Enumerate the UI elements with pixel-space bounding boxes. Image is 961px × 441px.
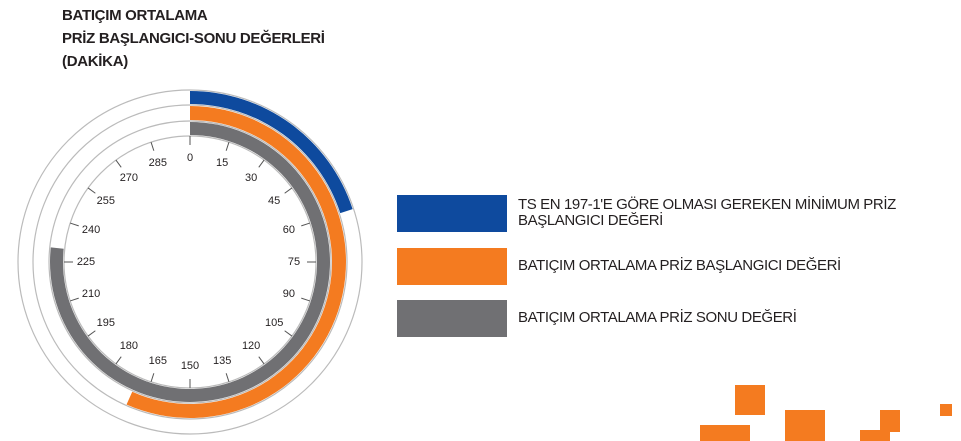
tick-label: 45: [268, 195, 280, 207]
title-line: PRİZ BAŞLANGICI-SONU DEĞERLERİ: [62, 29, 325, 47]
tick-label: 285: [149, 157, 167, 169]
legend-swatch: [397, 195, 507, 232]
tick-mark: [115, 159, 122, 168]
tick-label: 15: [216, 157, 228, 169]
decor: [700, 385, 952, 441]
tick-label: 75: [288, 256, 300, 268]
title-line: BATIÇIM ORTALAMA: [62, 7, 208, 24]
ring-outline: [32, 104, 348, 420]
tick-label: 150: [181, 360, 199, 372]
tick-label: 225: [77, 256, 95, 268]
tick-label: 60: [283, 224, 295, 236]
tick-mark: [87, 330, 96, 337]
ring-outline: [48, 120, 332, 404]
legend-label: BATIÇIM ORTALAMA PRİZ SONU DEĞERİ: [518, 309, 797, 326]
tick-label: 0: [187, 152, 193, 164]
legend-swatch: [397, 248, 507, 285]
tick-mark: [301, 222, 310, 227]
legend-label: BATIÇIM ORTALAMA PRİZ BAŞLANGICI DEĞERİ: [518, 257, 841, 274]
tick-label: 180: [120, 340, 138, 352]
tick-mark: [70, 297, 79, 302]
tick-mark: [150, 373, 155, 382]
ring-outline: [17, 89, 363, 435]
tick-mark: [284, 330, 293, 337]
tick-label: 270: [120, 172, 138, 184]
tick-label: 165: [149, 355, 167, 367]
legend-swatch: [397, 300, 507, 337]
tick-label: 255: [97, 195, 115, 207]
legend-label: TS EN 197-1'E GÖRE OLMASI GEREKEN MİNİMU…: [518, 196, 896, 229]
ring-outline: [63, 135, 317, 389]
tick-label: 210: [82, 288, 100, 300]
tick-mark: [225, 373, 230, 382]
tick-mark: [258, 356, 265, 365]
tick-mark: [258, 159, 265, 168]
tick-mark: [301, 297, 310, 302]
tick-label: 120: [242, 340, 260, 352]
tick-mark: [115, 356, 122, 365]
title-line: (DAKİKA): [62, 53, 128, 70]
tick-mark: [284, 187, 293, 194]
tick-label: 135: [213, 355, 231, 367]
radial-bar: [190, 91, 353, 214]
tick-label: 30: [245, 172, 257, 184]
tick-mark: [150, 142, 155, 151]
tick-mark: [70, 222, 79, 227]
tick-label: 195: [97, 317, 115, 329]
tick-label: 105: [265, 317, 283, 329]
tick-mark: [87, 187, 96, 194]
tick-label: 90: [283, 288, 295, 300]
tick-mark: [225, 142, 230, 151]
tick-label: 240: [82, 224, 100, 236]
